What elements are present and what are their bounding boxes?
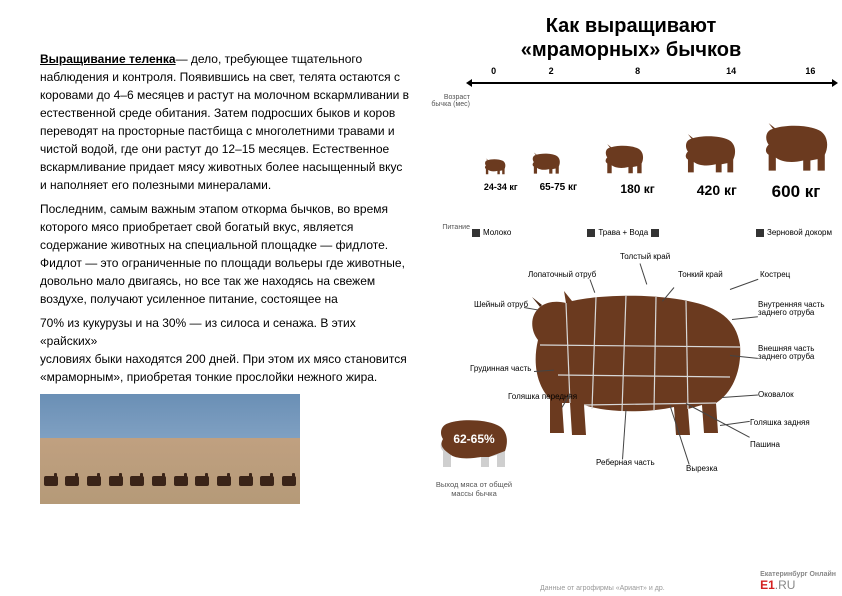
- cow-silhouette: [260, 476, 274, 486]
- infographic-column: Как выращивают «мраморных» бычков Возрас…: [420, 0, 842, 596]
- paragraph-1: Выращивание теленка— дело, требующее тща…: [40, 50, 410, 194]
- cow-silhouette: [195, 476, 209, 486]
- cow-silhouette: [130, 476, 144, 486]
- feed-seg-grain: Зерновой докорм: [696, 228, 833, 237]
- month-tick: 14: [726, 66, 736, 76]
- p1-text: — дело, требующее тщательного наблюдения…: [40, 52, 409, 192]
- label-reber: Реберная часть: [596, 459, 655, 467]
- title-line-2: «мраморных» бычков: [430, 38, 832, 62]
- label-pashina: Пашина: [750, 441, 780, 449]
- bull-figure: [518, 275, 752, 450]
- label-sheyny: Шейный отруб: [474, 301, 528, 309]
- grain-icon: [756, 229, 764, 237]
- yield-caption: Выход мяса от общей массы бычка: [434, 480, 514, 498]
- logo-brand: E1: [760, 578, 775, 592]
- source-caption: Данные от агрофирмы «Ариант» и др.: [540, 585, 665, 592]
- month-tick: 8: [635, 66, 640, 76]
- label-tonkiy-kray: Тонкий край: [678, 271, 723, 279]
- paragraph-3: «мраморным», приобретая тонкие прослойки…: [40, 368, 410, 386]
- label-grudin: Грудинная часть: [470, 365, 531, 373]
- label-okovalok: Оковалок: [758, 391, 794, 399]
- yield-percent: 62-65%: [453, 432, 495, 446]
- paragraph-2: Последним, самым важным этапом откорма б…: [40, 200, 410, 308]
- weight-label: 24-34 кг: [484, 182, 518, 192]
- milk-icon: [472, 229, 480, 237]
- yield-block: 62-65% Выход мяса от общей массы бычка: [434, 417, 514, 498]
- p2-text: Последним, самым важным этапом откорма б…: [40, 202, 405, 306]
- month-tick: 16: [805, 66, 815, 76]
- water-icon: [651, 229, 659, 237]
- month-tick: 0: [491, 66, 496, 76]
- lead-phrase: Выращивание теленка: [40, 52, 176, 66]
- growth-cow-row: [472, 106, 832, 176]
- cow-silhouette: [217, 476, 231, 486]
- feedlot-photo: [40, 394, 300, 504]
- infographic-title: Как выращивают «мраморных» бычков: [430, 14, 832, 62]
- timeline-axis: [472, 82, 832, 84]
- growth-cow: [602, 144, 646, 176]
- growth-chart: 0281416 24-34 кг65-75 кг180 кг420 кг600 …: [472, 72, 832, 222]
- age-axis-label: Возраст бычка (мес): [428, 94, 470, 108]
- feed-grain-label: Зерновой докорм: [767, 228, 832, 237]
- feed-milk-label: Молоко: [483, 228, 511, 237]
- label-vnesh: Внешняя часть заднего отруба: [758, 345, 828, 362]
- title-line-1: Как выращивают: [430, 14, 832, 38]
- feed-axis-label: Питание: [428, 224, 470, 231]
- p2a-text: 70% из кукурузы и на 30% — из силоса и с…: [40, 314, 410, 350]
- e1-logo: Екатеринбург Онлайн E1.RU: [760, 571, 836, 592]
- cow-silhouette: [87, 476, 101, 486]
- weight-label: 180 кг: [620, 182, 654, 196]
- logo-suffix: .RU: [775, 578, 796, 592]
- herd-silhouettes: [40, 476, 300, 486]
- text-column: Выращивание теленка— дело, требующее тща…: [0, 0, 420, 596]
- grass-icon: [587, 229, 595, 237]
- growth-cow: [530, 152, 562, 176]
- p2b-text: условиях быки находятся 200 дней. При эт…: [40, 350, 410, 368]
- feed-seg-milk: Молоко: [472, 228, 551, 237]
- logo-city: Екатеринбург Онлайн: [760, 571, 836, 578]
- cow-silhouette: [174, 476, 188, 486]
- cow-silhouette: [239, 476, 253, 486]
- cow-silhouette: [282, 476, 296, 486]
- beef-cut-diagram: 62-65% Выход мяса от общей массы бычка Т…: [430, 249, 832, 509]
- growth-cow: [760, 122, 832, 176]
- feed-seg-grass: Трава + Вода: [555, 228, 692, 237]
- label-kostrec: Кострец: [760, 271, 790, 279]
- weight-label: 65-75 кг: [540, 182, 578, 193]
- weight-label: 600 кг: [772, 182, 821, 202]
- growth-cow: [681, 134, 739, 176]
- cow-silhouette: [65, 476, 79, 486]
- label-lopat: Лопаточный отруб: [528, 271, 596, 279]
- feed-grass-label: Трава + Вода: [598, 228, 648, 237]
- growth-cow: [483, 158, 507, 176]
- label-tolsty-kray: Толстый край: [620, 253, 670, 261]
- label-golyash-z: Голяшка задняя: [750, 419, 810, 427]
- axis-side-labels: Возраст бычка (мес) Питание: [428, 100, 470, 251]
- feed-legend: Молоко Трава + Вода Зерновой докорм: [472, 228, 832, 237]
- label-vnutr: Внутренняя часть заднего отруба: [758, 301, 828, 318]
- cow-silhouette: [152, 476, 166, 486]
- cow-silhouette: [109, 476, 123, 486]
- cow-silhouette: [44, 476, 58, 486]
- body-text: Выращивание теленка— дело, требующее тща…: [40, 50, 410, 386]
- yield-cow-icon: 62-65%: [435, 417, 513, 471]
- weight-label: 420 кг: [697, 182, 737, 198]
- label-vyrezka: Вырезка: [686, 465, 718, 473]
- month-tick: 2: [549, 66, 554, 76]
